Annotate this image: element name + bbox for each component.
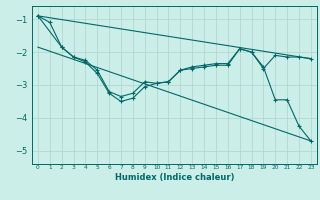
X-axis label: Humidex (Indice chaleur): Humidex (Indice chaleur)	[115, 173, 234, 182]
